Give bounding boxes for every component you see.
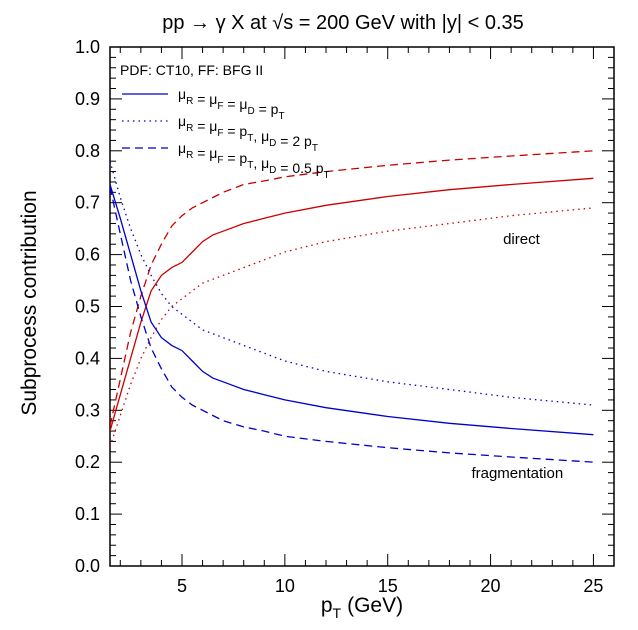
x-tick-label: 15 [378, 576, 398, 596]
y-tick-label: 0.0 [75, 556, 100, 576]
legend-label-dotted: μR = μF = pT, μD = 2 pT [178, 113, 318, 154]
legend-header: PDF: CT10, FF: BFG II [120, 62, 263, 78]
fragmentation-dotted-line [110, 161, 594, 406]
y-tick-label: 0.1 [75, 504, 100, 524]
y-tick-label: 0.4 [75, 348, 100, 368]
y-axis-label: Subprocess contribution [18, 190, 41, 415]
x-axis-label: pT (GeV) [321, 594, 403, 621]
x-tick-label: 25 [583, 576, 603, 596]
legend-label-solid: μR = μF = μD = pT [178, 86, 285, 122]
annotation-fragmentation: fragmentation [471, 465, 563, 482]
x-axis-label-unit: (GeV) [347, 594, 403, 617]
y-tick-label: 0.7 [75, 193, 100, 213]
y-tick-label: 0.3 [75, 400, 100, 420]
x-tick-label: 20 [481, 576, 501, 596]
chart-title: pp → γ X at √s = 200 GeV with |y| < 0.35 [162, 12, 524, 34]
y-tick-label: 0.9 [75, 89, 100, 109]
x-axis-label-sub: T [333, 605, 342, 621]
direct-dotted-line [110, 207, 594, 447]
y-tick-label: 0.6 [75, 245, 100, 265]
y-tick-label: 0.5 [75, 297, 100, 317]
fragmentation-dashed-line [110, 186, 594, 463]
annotation-direct: direct [503, 231, 541, 248]
x-tick-label: 5 [177, 576, 187, 596]
plot-area: 5 10 15 20 25 0.0 0.1 0.2 0.3 0.4 0.5 0.6 0.7 0.8 0.9 1… [75, 37, 615, 596]
legend-label-dashed: μR = μF = pT, μD = 0.5 pT [178, 140, 330, 181]
x-tick-label: 10 [275, 576, 295, 596]
y-tick-label: 0.2 [75, 452, 100, 472]
direct-dashed-line [110, 150, 594, 427]
fragmentation-solid-line [110, 184, 594, 436]
direct-solid-line [110, 177, 594, 432]
y-tick-label: 0.8 [75, 141, 100, 161]
y-tick-label: 1.0 [75, 37, 100, 57]
x-axis-label-main: p [321, 594, 333, 617]
